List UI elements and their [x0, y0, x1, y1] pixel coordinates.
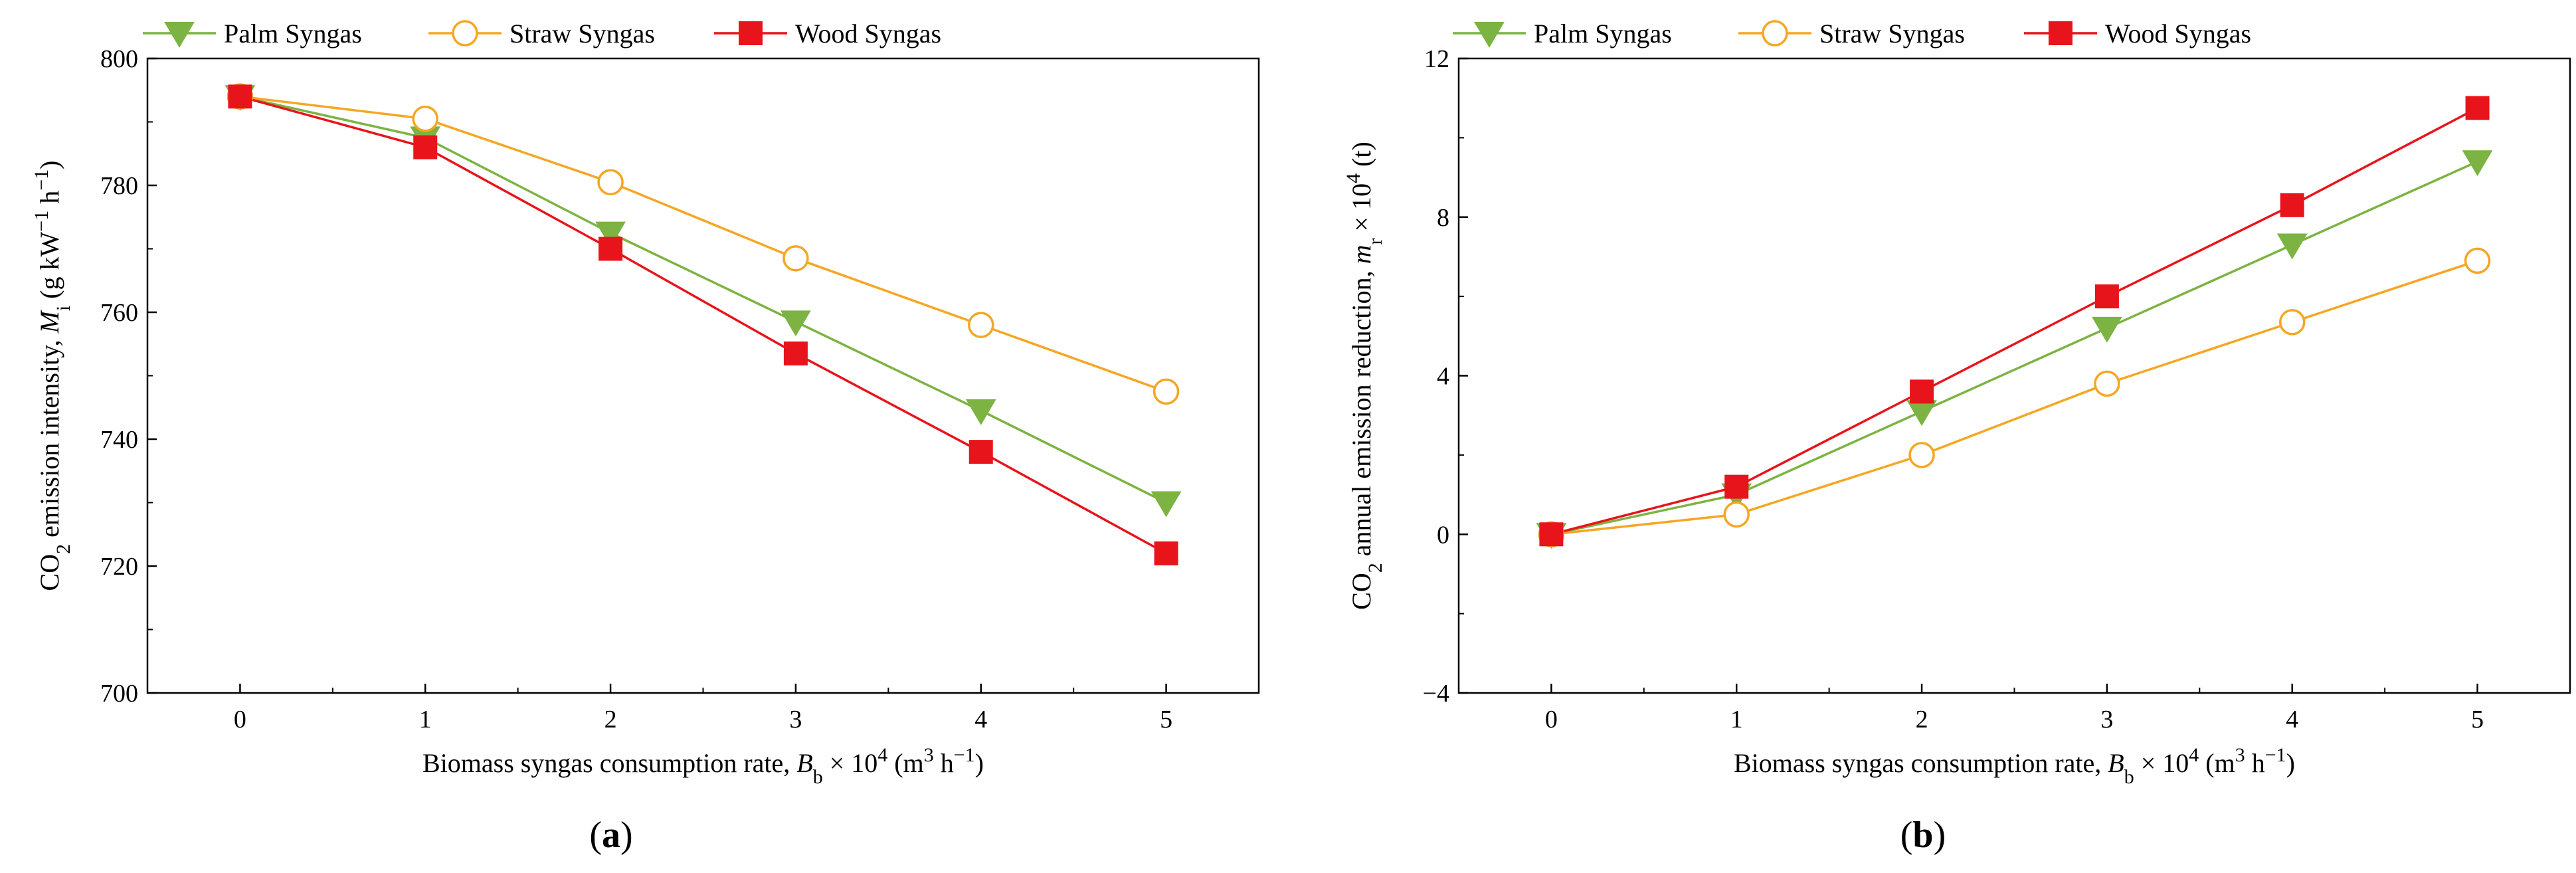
plot-frame: [146, 57, 1260, 694]
y-tick-label: 0: [1437, 521, 1449, 549]
x-tick-label: 3: [2100, 706, 2113, 733]
data-point-wood-syngas: [1724, 474, 1749, 499]
legend-label: Wood Syngas: [795, 19, 941, 48]
data-point-straw-syngas: [1908, 442, 1935, 468]
data-point-wood-syngas: [783, 341, 808, 366]
y-axis-label: CO2 emission intensity, Mi (g kW−1 h−1): [31, 161, 74, 591]
y-tick-label: 720: [100, 553, 138, 581]
data-point-palm-syngas: [1150, 491, 1182, 518]
data-point-wood-syngas: [2280, 193, 2304, 217]
series-line-palm-syngas: [240, 95, 1167, 504]
data-point-wood-syngas: [1154, 541, 1178, 565]
series-line-palm-syngas: [1551, 160, 2478, 535]
x-tick-label: 1: [419, 706, 432, 733]
data-point-straw-syngas: [968, 312, 994, 338]
x-tick-label: 4: [2286, 706, 2298, 733]
y-tick-label: 740: [100, 426, 138, 454]
data-point-palm-syngas: [781, 310, 811, 337]
legend-label: Straw Syngas: [1819, 19, 1965, 48]
data-point-wood-syngas: [598, 237, 623, 261]
legend-label: Palm Syngas: [224, 19, 362, 48]
data-point-straw-syngas: [2279, 309, 2306, 336]
y-axis-label: CO2 annual emission reduction, mr × 104 …: [1342, 142, 1386, 610]
panel-label: (a): [589, 815, 632, 856]
data-point-straw-syngas: [782, 245, 809, 272]
data-point-palm-syngas: [1906, 400, 1937, 427]
x-tick-label: 5: [2471, 706, 2484, 733]
x-tick-label: 4: [974, 706, 987, 733]
y-tick-label: 700: [100, 680, 138, 708]
data-point-straw-syngas: [2464, 247, 2491, 274]
legend-marker: [1762, 20, 1788, 47]
legend-marker: [164, 22, 195, 48]
x-tick-label: 1: [1730, 706, 1743, 733]
x-axis-label: Biomass syngas consumption rate, Bb × 10…: [422, 744, 984, 788]
data-point-straw-syngas: [1152, 378, 1180, 405]
data-point-wood-syngas: [1910, 379, 1934, 404]
legend-label: Wood Syngas: [2105, 19, 2251, 48]
x-axis-label: Biomass syngas consumption rate, Bb × 10…: [1734, 744, 2295, 788]
chart-panel-a: 0 1 2 3 4 5 700 720 740 760 780 800 Palm Syngas Straw…: [31, 19, 1260, 856]
data-point-wood-syngas: [2465, 96, 2490, 120]
data-point-palm-syngas: [2462, 150, 2493, 177]
data-point-wood-syngas: [968, 440, 993, 464]
x-tick-label: 0: [1545, 706, 1558, 733]
y-tick-label: 760: [100, 299, 138, 327]
data-point-palm-syngas: [2276, 233, 2308, 260]
legend-label: Straw Syngas: [509, 19, 655, 48]
data-point-wood-syngas: [2094, 284, 2119, 309]
data-point-palm-syngas: [965, 399, 996, 425]
data-point-straw-syngas: [2094, 370, 2120, 397]
y-tick-label: 800: [100, 45, 138, 73]
y-tick-label: −4: [1423, 680, 1449, 708]
data-point-straw-syngas: [412, 105, 438, 132]
legend-marker: [2049, 21, 2072, 45]
data-point-straw-syngas: [597, 169, 624, 195]
legend-marker: [452, 20, 478, 47]
series-line-straw-syngas: [240, 95, 1167, 393]
y-tick-label: 780: [100, 172, 138, 200]
data-point-straw-syngas: [1723, 501, 1750, 528]
y-tick-label: 4: [1437, 363, 1449, 391]
x-tick-label: 0: [234, 706, 246, 733]
legend-marker: [739, 21, 763, 45]
x-tick-label: 5: [1160, 706, 1172, 733]
y-tick-label: 12: [1424, 45, 1449, 73]
series-line-straw-syngas: [1551, 259, 2478, 535]
panel-label: (b): [1900, 815, 1946, 856]
x-tick-label: 2: [604, 706, 617, 733]
legend-marker: [1474, 22, 1505, 48]
data-point-palm-syngas: [2092, 316, 2122, 343]
series-line-wood-syngas: [239, 95, 1167, 555]
legend-label: Palm Syngas: [1534, 19, 1672, 48]
data-point-wood-syngas: [228, 84, 252, 109]
y-tick-label: 8: [1437, 204, 1449, 232]
series-line-wood-syngas: [1550, 107, 2478, 535]
data-point-palm-syngas: [595, 221, 626, 248]
plot-frame: [1457, 57, 2571, 694]
x-tick-label: 3: [789, 706, 802, 733]
data-point-wood-syngas: [413, 135, 438, 159]
x-tick-label: 2: [1916, 706, 1928, 733]
data-point-wood-syngas: [1539, 522, 1564, 547]
